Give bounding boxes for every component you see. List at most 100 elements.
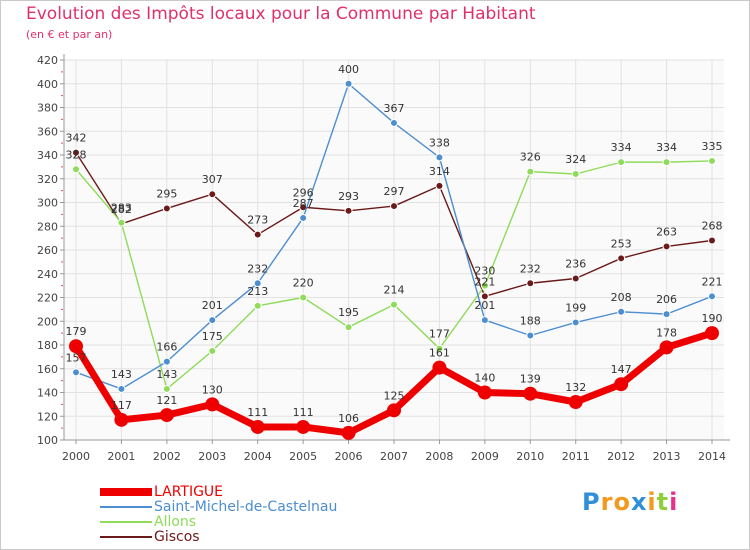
data-label: 111: [293, 406, 314, 419]
y-tick-label: 320: [37, 173, 58, 186]
x-tick-label: 2010: [516, 450, 544, 463]
data-point: [208, 190, 217, 199]
proxiti-logo: Proxiti: [582, 488, 678, 516]
x-tick-label: 2002: [153, 450, 181, 463]
data-label: 232: [247, 262, 268, 275]
data-label: 179: [66, 325, 87, 338]
y-tick-label: 180: [37, 339, 58, 352]
data-label: 400: [338, 63, 359, 76]
legend-swatch-saint-michel: [100, 505, 152, 508]
y-tick-label: 360: [37, 125, 58, 138]
x-tick-label: 2013: [653, 450, 681, 463]
y-tick-label: 240: [37, 268, 58, 281]
legend-label-saint-michel: Saint-Michel-de-Castelnau: [154, 498, 338, 515]
data-label: 232: [520, 262, 541, 275]
data-point: [480, 316, 489, 325]
data-label: 324: [565, 153, 586, 166]
data-label: 175: [202, 330, 223, 343]
data-point: [72, 165, 80, 174]
x-tick-label: 2004: [244, 450, 272, 463]
data-point: [341, 425, 356, 440]
legend-item-saint-michel: Saint-Michel-de-Castelnau: [100, 498, 338, 515]
data-point: [708, 292, 716, 301]
data-label: 190: [702, 312, 723, 325]
data-point: [480, 292, 489, 301]
data-point: [208, 316, 217, 325]
y-tick-label: 160: [37, 363, 58, 376]
data-point: [435, 181, 444, 190]
x-tick-label: 2000: [62, 450, 90, 463]
data-label: 213: [247, 285, 268, 298]
y-tick-label: 300: [37, 197, 58, 210]
data-point: [299, 293, 308, 302]
data-label: 293: [338, 190, 359, 203]
data-label: 201: [474, 299, 495, 312]
data-label: 139: [520, 373, 541, 386]
data-label: 307: [202, 173, 223, 186]
data-label: 282: [111, 203, 132, 216]
data-label: 220: [293, 277, 314, 290]
logo-letter: i: [647, 488, 657, 516]
y-tick-label: 120: [37, 410, 58, 423]
data-label: 143: [156, 368, 177, 381]
data-label: 268: [702, 220, 723, 233]
data-label: 106: [338, 412, 359, 425]
data-point: [390, 118, 398, 127]
x-tick-label: 2011: [562, 450, 590, 463]
data-point: [390, 300, 398, 309]
legend-swatch-giscos: [100, 535, 152, 538]
x-tick-label: 2009: [471, 450, 499, 463]
data-point: [614, 377, 629, 392]
data-point: [659, 340, 674, 355]
data-label: 230: [474, 265, 495, 278]
data-label: 140: [474, 372, 495, 385]
data-label: 157: [66, 351, 87, 364]
data-label: 121: [156, 394, 177, 407]
data-point: [571, 274, 580, 283]
data-label: 111: [247, 406, 268, 419]
chart-legend: LARTIGUE Saint-Michel-de-Castelnau Allon…: [100, 484, 338, 545]
data-point: [159, 408, 174, 423]
legend-swatch-allons: [100, 520, 152, 523]
data-point: [526, 279, 535, 288]
data-label: 147: [611, 363, 632, 376]
logo-letter: t: [656, 488, 670, 516]
data-point: [69, 339, 83, 354]
logo-letter: i: [669, 488, 679, 516]
data-point: [72, 368, 80, 377]
data-point: [617, 307, 626, 316]
data-label: 188: [520, 315, 541, 328]
data-point: [208, 346, 217, 355]
data-label: 195: [338, 306, 359, 319]
data-point: [435, 153, 444, 162]
data-label: 236: [565, 258, 586, 271]
data-point: [299, 213, 308, 222]
data-label: 328: [66, 148, 87, 161]
data-label: 273: [247, 214, 268, 227]
chart-title: Evolution des Impôts locaux pour la Comm…: [26, 4, 536, 24]
data-point: [435, 344, 444, 353]
data-label: 117: [111, 399, 132, 412]
y-tick-label: 200: [37, 315, 58, 328]
data-point: [205, 397, 220, 412]
data-label: 208: [611, 291, 632, 304]
data-label: 297: [384, 185, 405, 198]
x-tick-label: 2008: [425, 450, 453, 463]
data-label: 287: [293, 197, 314, 210]
y-tick-label: 100: [37, 434, 58, 447]
data-label: 296: [293, 186, 314, 199]
y-tick-label: 380: [37, 102, 58, 115]
data-label: 166: [156, 341, 177, 354]
data-label: 199: [565, 301, 586, 314]
data-point: [114, 412, 129, 427]
data-point: [117, 384, 126, 393]
data-label: 334: [611, 141, 632, 154]
x-tick-label: 2012: [607, 450, 635, 463]
data-label: 221: [702, 275, 723, 288]
data-point: [477, 385, 492, 400]
data-point: [526, 331, 535, 340]
data-label: 132: [565, 381, 586, 394]
logo-letter: r: [600, 488, 614, 516]
data-point: [523, 386, 538, 401]
